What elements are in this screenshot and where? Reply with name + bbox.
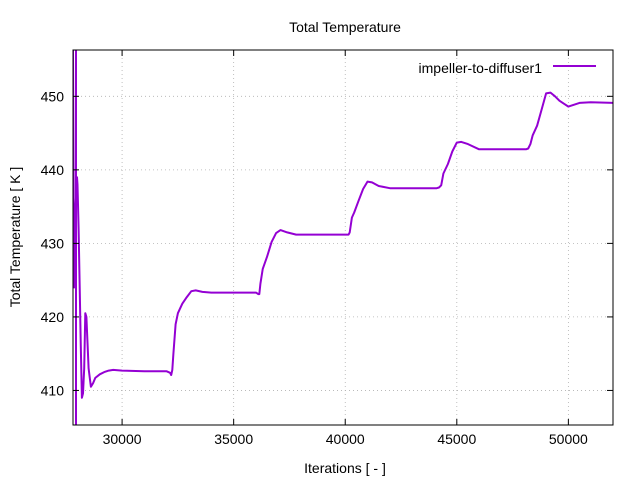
y-tick-label: 440 — [41, 162, 65, 178]
x-tick-label: 50000 — [549, 431, 588, 447]
x-tick-label: 45000 — [437, 431, 476, 447]
y-tick-label: 450 — [41, 88, 65, 104]
x-tick-label: 35000 — [214, 431, 253, 447]
plot-border — [72, 49, 614, 426]
legend-label: impeller-to-diffuser1 — [419, 60, 543, 76]
series-line-0 — [73, 50, 613, 399]
legend: impeller-to-diffuser1 — [419, 60, 596, 76]
y-tick-label: 410 — [41, 382, 65, 398]
y-axis-label: Total Temperature [ K ] — [7, 167, 23, 308]
x-tick-label: 30000 — [103, 431, 142, 447]
y-tick-label: 420 — [41, 309, 65, 325]
x-tick-label: 40000 — [326, 431, 365, 447]
axis-ticks: 30000 35000 40000 45000 50000 410 420 430 440 450 — [41, 50, 613, 447]
x-axis-label: Iterations [ - ] — [304, 460, 386, 476]
y-tick-label: 430 — [41, 235, 65, 251]
grid — [73, 50, 613, 425]
series-layer — [73, 50, 613, 425]
chart-title: Total Temperature — [289, 19, 401, 35]
